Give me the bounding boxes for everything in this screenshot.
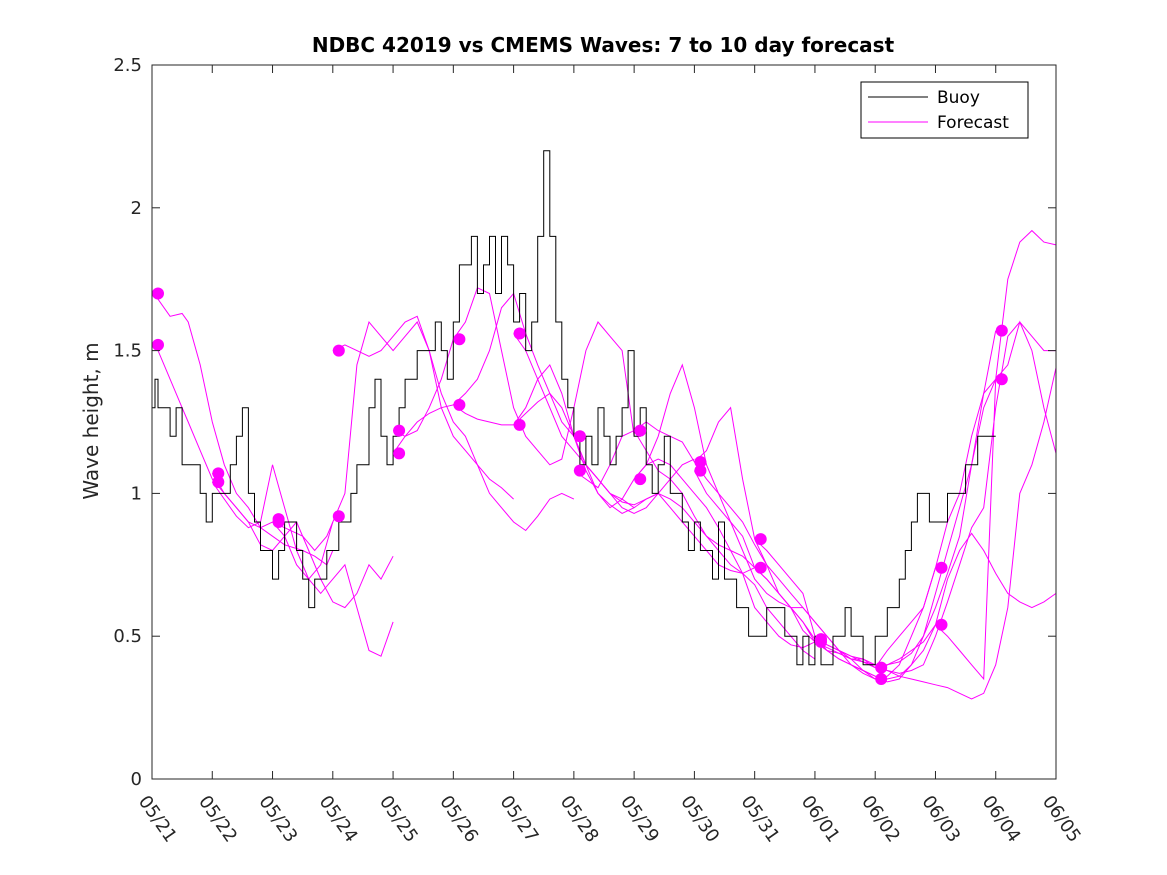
forecast-marker-7 [332, 510, 345, 523]
plot-area [151, 150, 1057, 700]
forecast-marker-13 [513, 418, 526, 431]
forecast-marker-8 [393, 424, 406, 437]
forecast-line-5 [332, 315, 575, 532]
legend-box [860, 81, 1029, 139]
forecast-line-9 [513, 363, 756, 569]
forecast-marker-5 [272, 513, 285, 526]
forecast-marker-11 [453, 398, 466, 411]
forecast-line-19 [814, 321, 1056, 674]
y-axis-label: Wave height, m [79, 342, 103, 499]
forecast-marker-6 [332, 344, 345, 357]
chart-title: NDBC 42019 vs CMEMS Waves: 7 to 10 day f… [312, 33, 895, 57]
forecast-line-1 [151, 293, 334, 566]
forecast-line-17 [754, 379, 997, 680]
y-tick-label-0: 0 [131, 769, 142, 790]
forecast-line-2 [211, 473, 394, 609]
forecast-marker-9 [393, 447, 406, 460]
forecast-marker-21 [754, 561, 767, 574]
forecast-marker-2 [212, 467, 225, 480]
forecast-marker-15 [573, 464, 586, 477]
forecast-line-23 [935, 320, 1057, 681]
legend: Buoy Forecast [860, 81, 1029, 139]
forecast-marker-24 [875, 661, 888, 674]
forecast-marker-20 [754, 533, 767, 546]
forecast-marker-29 [995, 373, 1008, 386]
y-tick-label-3: 1.5 [113, 341, 142, 362]
forecast-marker-14 [573, 430, 586, 443]
forecast-line-20 [814, 367, 1057, 700]
forecast-marker-17 [634, 473, 647, 486]
buoy-line [152, 150, 996, 666]
forecast-marker-12 [513, 327, 526, 340]
y-tick-label-4: 2 [131, 198, 142, 219]
forecast-line-15 [694, 406, 936, 680]
forecast-line-6 [392, 287, 635, 466]
forecast-marker-28 [995, 324, 1008, 337]
forecast-marker-16 [634, 424, 647, 437]
forecast-marker-25 [875, 673, 888, 685]
forecast-marker-1 [152, 338, 164, 351]
y-tick-label-2: 1 [131, 483, 142, 504]
forecast-line-10 [513, 333, 755, 574]
y-tick-label-5: 2.5 [113, 55, 142, 76]
forecast-line-4 [272, 320, 514, 580]
forecast-marker-23 [815, 635, 827, 648]
forecast-marker-27 [935, 618, 948, 631]
forecast-marker-3 [212, 476, 225, 488]
y-tick-label-1: 0.5 [113, 626, 142, 647]
forecast-marker-26 [935, 561, 948, 574]
legend-forecast-label: Forecast [937, 113, 1009, 133]
forecast-marker-0 [152, 287, 164, 300]
forecast-marker-18 [694, 456, 707, 468]
forecast-line-21 [874, 532, 1057, 680]
forecast-marker-19 [694, 464, 707, 477]
legend-buoy-label: Buoy [937, 88, 980, 108]
forecast-line-11 [573, 436, 816, 649]
forecast-line-12 [573, 429, 816, 660]
axes-box [151, 64, 1057, 780]
forecast-line-13 [633, 363, 876, 669]
forecast-marker-10 [453, 333, 466, 346]
